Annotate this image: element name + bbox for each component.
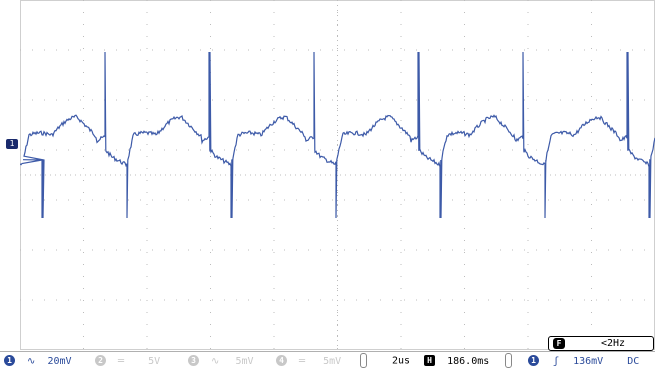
channel-1-status[interactable]: 1 ∿ 20mV [4,355,72,367]
channel-3-coupling-icon: ∿ [211,355,220,367]
horizontal-icon: H [424,355,436,366]
status-bar: 1 ∿ 20mV 2 ═ 5V 3 ∿ 5mV 4 ═ 5mV 2us H 18… [0,351,655,369]
waveform-graticule [20,0,655,350]
frequency-value: <2Hz [601,338,626,349]
channel-3-icon: 3 [188,355,199,366]
channel-1-scale: 20mV [47,355,72,367]
timebase-scale: 2us [392,355,411,367]
channel-1-icon: 1 [4,355,15,366]
trigger-level: 136mV [573,355,604,367]
timebase-status[interactable]: 2us H 186.0ms [392,355,489,367]
channel-3-scale: 5mV [235,355,254,367]
channel-2-status[interactable]: 2 ═ 5V [95,355,160,367]
channel-1-waveform [20,51,655,219]
frequency-counter: F <2Hz [548,336,654,351]
separator [505,353,512,368]
channel-2-scale: 5V [148,355,161,367]
frequency-icon: F [553,338,565,349]
trigger-status[interactable]: 1 ʃ 136mV DC [528,355,639,367]
channel-4-scale: 5mV [323,355,342,367]
channel-1-coupling-icon: ∿ [27,355,36,367]
channel-3-status[interactable]: 3 ∿ 5mV [188,355,254,367]
trigger-slope-icon: ʃ [553,355,560,367]
channel-4-coupling-icon: ═ [299,355,306,367]
channel-4-icon: 4 [276,355,287,366]
grid-lines [20,0,655,350]
separator [360,353,367,368]
timebase-delay: 186.0ms [447,355,490,367]
channel-2-coupling-icon: ═ [118,355,125,367]
trigger-coupling: DC [627,355,640,367]
channel-1-ground-marker[interactable]: 1 [6,139,18,149]
channel-4-status[interactable]: 4 ═ 5mV [276,355,341,367]
channel-2-icon: 2 [95,355,106,366]
trigger-source-icon: 1 [528,355,539,366]
